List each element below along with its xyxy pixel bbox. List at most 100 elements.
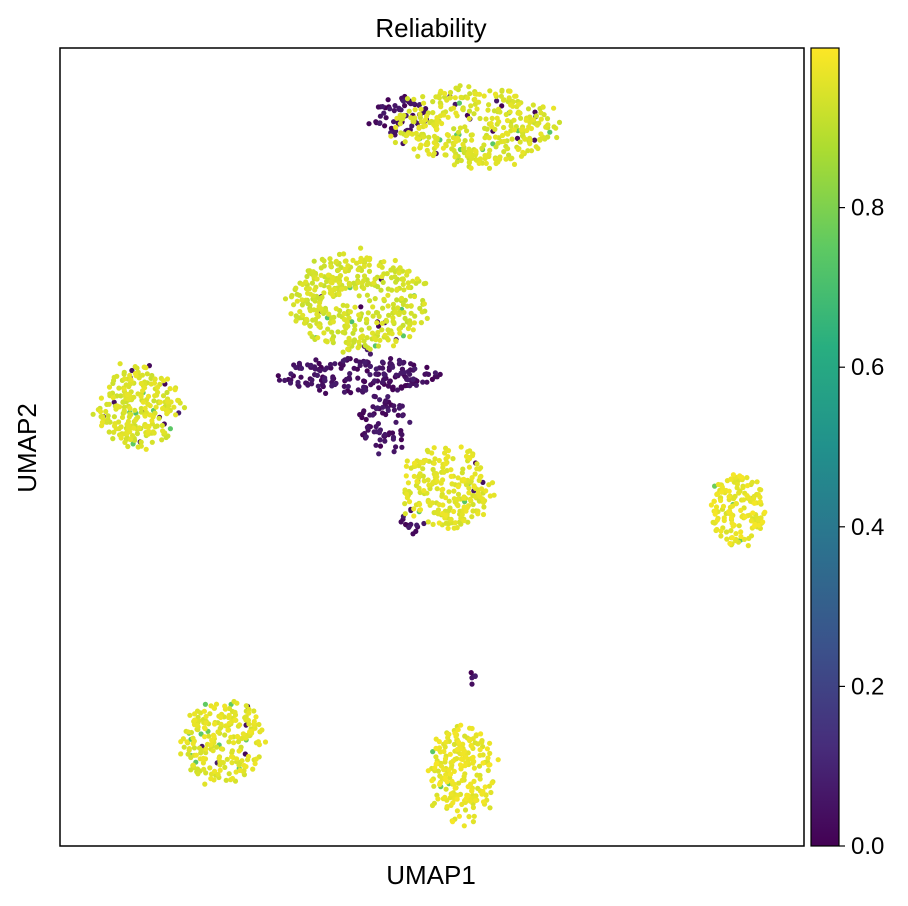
scatter-point	[346, 280, 352, 286]
scatter-point	[366, 268, 373, 274]
scatter-point	[226, 720, 232, 726]
scatter-point	[533, 113, 540, 119]
scatter-point	[398, 519, 404, 525]
scatter-point	[259, 727, 265, 733]
scatter-point	[317, 387, 323, 393]
scatter-point	[385, 407, 391, 413]
scatter-point	[476, 763, 483, 769]
scatter-point	[129, 433, 136, 439]
scatter-point	[218, 714, 224, 721]
scatter-point	[226, 712, 232, 718]
scatter-point	[430, 99, 436, 105]
scatter-point	[511, 127, 517, 133]
scatter-point	[106, 429, 112, 435]
scatter-point	[451, 488, 457, 494]
scatter-point	[473, 732, 479, 738]
scatter-point	[326, 311, 332, 317]
scatter-point	[434, 374, 440, 380]
scatter-point	[511, 93, 518, 99]
scatter-point	[468, 743, 474, 749]
scatter-point	[215, 771, 221, 778]
scatter-point	[451, 105, 457, 111]
scatter-point	[728, 476, 734, 482]
scatter-point	[452, 520, 458, 526]
scatter-point	[519, 126, 526, 132]
scatter-point	[443, 739, 449, 745]
scatter-point	[381, 371, 387, 378]
scatter-point	[380, 410, 386, 416]
scatter-point	[312, 287, 318, 293]
scatter-point	[234, 756, 240, 762]
scatter-point	[340, 358, 346, 364]
scatter-point	[451, 162, 457, 168]
scatter-point	[525, 148, 531, 154]
scatter-point	[377, 397, 383, 403]
scatter-point	[357, 412, 363, 418]
scatter-point	[486, 151, 492, 157]
scatter-point	[480, 788, 486, 795]
scatter-point	[404, 303, 410, 309]
scatter-point	[453, 110, 459, 116]
scatter-point	[438, 104, 444, 110]
scatter-point	[756, 522, 762, 528]
scatter-point	[443, 786, 449, 792]
scatter-point	[471, 813, 477, 819]
scatter-point	[477, 115, 483, 122]
scatter-point	[147, 403, 153, 409]
scatter-point	[386, 312, 392, 318]
scatter-point	[361, 378, 367, 384]
scatter-point	[466, 814, 472, 820]
scatter-point	[235, 739, 242, 745]
scatter-point	[452, 95, 458, 101]
scatter-point	[402, 511, 408, 517]
scatter-point	[138, 439, 144, 445]
scatter-point	[446, 767, 452, 773]
scatter-point	[364, 335, 370, 341]
scatter-point	[424, 364, 430, 370]
scatter-point	[240, 731, 246, 737]
scatter-point	[344, 319, 350, 325]
scatter-point	[381, 259, 387, 265]
scatter-point	[524, 127, 530, 134]
scatter-point	[341, 311, 347, 317]
scatter-point	[201, 725, 208, 731]
scatter-point	[451, 147, 457, 154]
scatter-point	[314, 276, 320, 282]
scatter-point	[122, 376, 128, 382]
scatter-point	[208, 776, 214, 782]
scatter-point	[492, 156, 498, 162]
scatter-point	[488, 789, 494, 796]
scatter-point	[380, 404, 386, 410]
scatter-point	[447, 89, 454, 96]
scatter-point	[350, 257, 356, 263]
scatter-point	[327, 361, 334, 368]
scatter-point	[431, 460, 437, 466]
scatter-point	[517, 139, 523, 145]
scatter-point	[708, 502, 715, 508]
scatter-point	[469, 137, 475, 143]
scatter-point	[425, 499, 431, 505]
scatter-point	[298, 374, 304, 380]
scatter-point	[450, 819, 456, 825]
scatter-point	[377, 113, 383, 119]
scatter-point	[440, 464, 446, 471]
scatter-point	[458, 722, 464, 728]
scatter-point	[416, 485, 422, 491]
scatter-point	[455, 496, 461, 502]
scatter-point	[482, 135, 488, 141]
scatter-point	[547, 129, 553, 135]
scatter-point	[165, 433, 171, 439]
scatter-point	[167, 426, 173, 432]
scatter-point	[726, 494, 732, 500]
colorbar	[810, 47, 840, 847]
scatter-point	[485, 107, 491, 113]
colorbar-tick-label: 0.6	[851, 354, 884, 381]
scatter-point	[385, 292, 391, 298]
scatter-point	[532, 109, 538, 115]
scatter-point	[430, 749, 436, 755]
scatter-point	[459, 511, 465, 518]
scatter-point	[142, 413, 148, 419]
scatter-point	[762, 509, 768, 515]
scatter-point	[444, 132, 450, 138]
scatter-point	[487, 493, 493, 499]
